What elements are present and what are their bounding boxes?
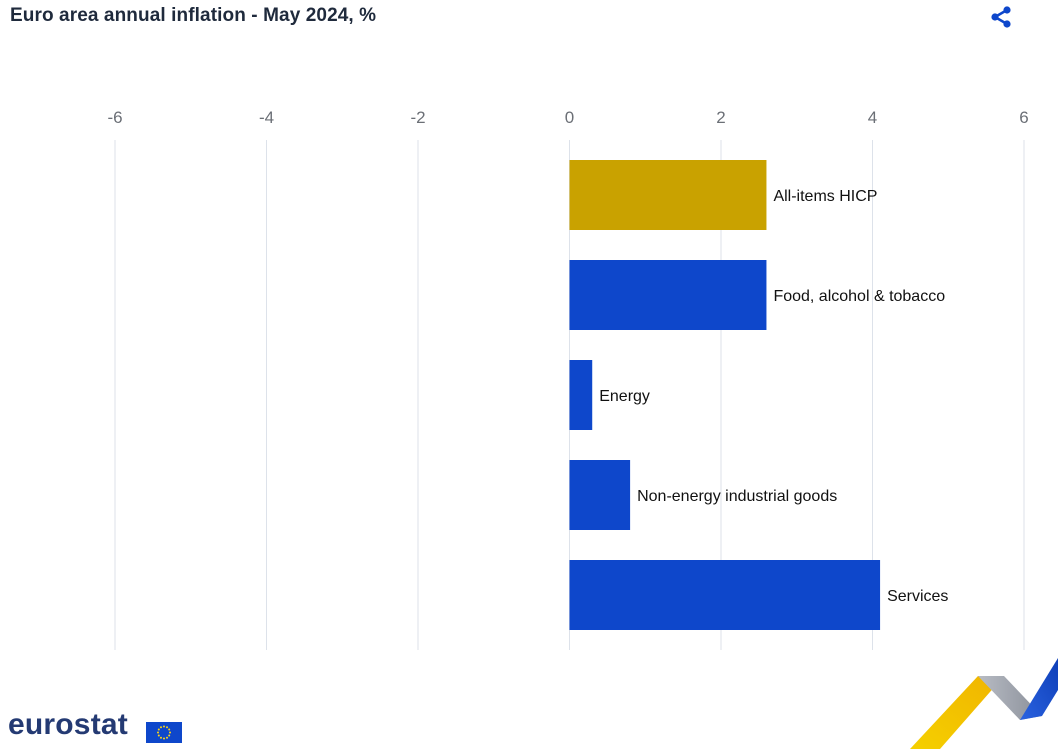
x-tick-label: -6 (107, 108, 122, 127)
bar[interactable] (569, 560, 881, 630)
eu-flag-star (157, 731, 159, 734)
x-tick-label: 4 (868, 108, 877, 127)
x-tick-label: 2 (716, 108, 725, 127)
bar-labels: All-items HICP Food, alcohol & tobacco Ene… (599, 188, 948, 605)
eu-flag-star (169, 731, 171, 734)
bar-category-label: Non-energy industrial goods (637, 488, 837, 505)
bar-category-label: Services (887, 588, 948, 605)
chart-title: Euro area annual inflation - May 2024, % (10, 5, 377, 26)
eu-flag-star (166, 736, 168, 739)
bar-category-label: Food, alcohol & tobacco (773, 288, 945, 305)
x-tick-label: -2 (410, 108, 425, 127)
eu-flag-star (163, 725, 165, 728)
eu-flag-star (166, 726, 168, 729)
bar-category-label: Energy (599, 388, 650, 405)
bar[interactable] (569, 160, 767, 230)
x-tick-label: 6 (1019, 108, 1028, 127)
share-icon (991, 6, 1011, 28)
eu-flag-star (168, 734, 171, 737)
eurostat-logo-text: eurostat (8, 708, 128, 741)
eu-flag-star (163, 737, 165, 740)
bar[interactable] (569, 360, 593, 430)
x-axis-ticks: -6 -4 -2 0 2 4 6 (107, 108, 1028, 127)
eu-flag-star (157, 734, 160, 737)
eu-flag-icon (146, 722, 182, 743)
bar[interactable] (569, 260, 767, 330)
eu-flag-star (160, 726, 162, 729)
x-tick-label: 0 (565, 108, 574, 127)
bar[interactable] (569, 460, 631, 530)
eu-flag-star (157, 728, 160, 731)
eu-flag-star (168, 728, 171, 731)
x-tick-label: -4 (259, 108, 274, 127)
decorative-chevron-graphic (910, 658, 1058, 749)
share-button[interactable] (986, 2, 1016, 32)
bars (569, 160, 881, 630)
bar-category-label: All-items HICP (773, 188, 877, 205)
eu-flag-star (160, 736, 162, 739)
bar-chart: -6 -4 -2 0 2 4 6 All-items HICP Food, alcohol &… (107, 108, 1029, 650)
